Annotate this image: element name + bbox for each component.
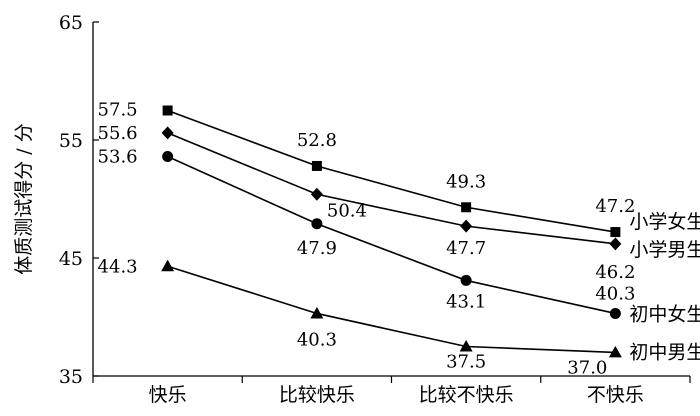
data-point-marker	[310, 306, 324, 319]
series-markers	[161, 105, 622, 358]
x-tick-label: 比较快乐	[279, 384, 355, 406]
data-label: 37.5	[446, 352, 486, 373]
axes: 35 45 55 65 快乐 比较快乐 比较不快乐 不快乐	[59, 12, 691, 406]
data-point-marker	[311, 218, 323, 230]
x-tick-label: 快乐	[149, 384, 187, 406]
x-tick-label: 不快乐	[587, 384, 644, 406]
y-axis-title: 体质测试得分 / 分	[13, 123, 35, 274]
data-point-marker	[609, 237, 622, 251]
series-name-label: 小学女生	[629, 211, 700, 233]
y-tick-label: 35	[59, 366, 83, 388]
data-point-marker	[161, 126, 174, 140]
data-point-marker	[162, 151, 174, 163]
data-label: 53.6	[98, 147, 138, 168]
data-point-marker	[608, 345, 622, 358]
y-tick-label: 45	[59, 248, 83, 270]
data-point-marker	[161, 259, 175, 272]
data-point-marker	[609, 307, 621, 319]
data-label: 40.3	[297, 329, 337, 350]
data-point-marker	[610, 227, 621, 238]
data-point-marker	[459, 340, 473, 352]
data-point-marker	[460, 274, 472, 286]
data-label: 50.4	[327, 200, 367, 221]
series-name-label: 初中女生	[629, 303, 700, 325]
data-label: 43.1	[446, 291, 486, 312]
series-lines	[167, 109, 616, 354]
data-point-marker	[162, 105, 173, 116]
data-point-marker	[310, 187, 323, 201]
data-label: 55.6	[98, 123, 138, 144]
data-label: 47.9	[297, 238, 337, 259]
data-label: 47.7	[446, 238, 486, 259]
data-label: 40.3	[595, 283, 635, 304]
data-label: 37.0	[567, 357, 607, 378]
data-point-marker	[461, 202, 472, 213]
data-label: 52.8	[297, 130, 337, 151]
data-label: 49.3	[446, 171, 486, 192]
data-point-marker	[460, 219, 473, 233]
series-line	[167, 265, 616, 354]
y-tick-label: 55	[59, 130, 83, 152]
data-label: 46.2	[595, 262, 635, 283]
data-label: 47.2	[595, 196, 635, 217]
data-label: 57.5	[98, 100, 138, 121]
series-line	[167, 155, 616, 315]
series-line	[167, 109, 616, 233]
y-tick-label: 65	[59, 12, 83, 34]
data-point-marker	[311, 160, 322, 171]
series-name-label: 初中男生	[629, 341, 700, 363]
series-name-label: 小学男生	[629, 239, 700, 261]
data-label: 44.3	[98, 256, 138, 277]
series-line	[167, 132, 616, 245]
x-tick-label: 比较不快乐	[419, 384, 514, 406]
